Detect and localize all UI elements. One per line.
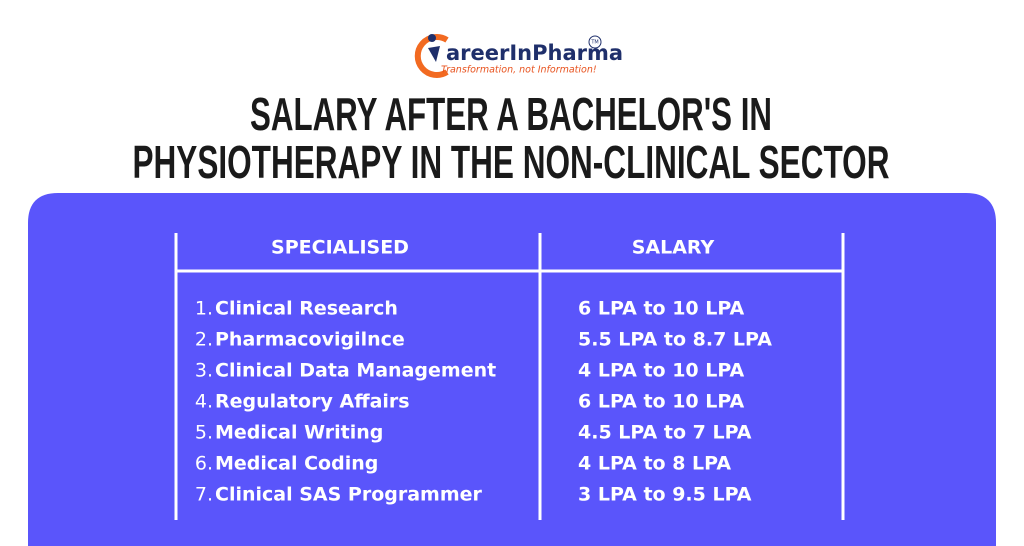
salary: 4 LPA to 8 LPA: [578, 453, 731, 475]
specialisation: Medical Writing: [215, 422, 383, 444]
specialisation: Clinical SAS Programmer: [215, 484, 483, 506]
title-line: PHYSIOTHERAPY IN THE NON-CLINICAL SECTOR: [133, 136, 890, 188]
logo-tagline: Transformation, not Information!: [441, 65, 597, 76]
row-number: 6.: [195, 453, 213, 475]
salary: 6 LPA to 10 LPA: [578, 298, 745, 320]
specialisation: Clinical Data Management: [215, 360, 496, 382]
salary: 3 LPA to 9.5 LPA: [578, 484, 752, 506]
salary: 4.5 LPA to 7 LPA: [578, 422, 752, 444]
row-number: 7.: [195, 484, 213, 506]
table-rows: 1. Clinical Research 6 LPA to 10 LPA 2. Phar…: [195, 298, 772, 506]
specialisation: Pharmacovigilnce: [215, 329, 405, 351]
logo: areerInPharma Transformation, not Inform…: [414, 34, 623, 78]
table-lines: [174, 233, 845, 520]
column-header: SALARY: [632, 237, 715, 259]
salary: 6 LPA to 10 LPA: [578, 391, 745, 413]
salary: 5.5 LPA to 8.7 LPA: [578, 329, 772, 351]
specialisation: Regulatory Affairs: [215, 391, 410, 413]
logo-name: areerInPharma: [446, 41, 623, 65]
row-number: 2.: [195, 329, 213, 351]
row-number: 4.: [195, 391, 213, 413]
row-number: 5.: [195, 422, 213, 444]
specialisation: Medical Coding: [215, 453, 378, 475]
logo-dot: [428, 34, 436, 42]
specialisation: Clinical Research: [215, 298, 398, 320]
salary: 4 LPA to 10 LPA: [578, 360, 745, 382]
panel: [28, 193, 996, 546]
title-line: SALARY AFTER A BACHELOR'S IN: [250, 88, 772, 140]
row-number: 1.: [195, 298, 213, 320]
column-header: SPECIALISED: [271, 237, 409, 259]
tm: TM: [590, 40, 598, 46]
tm-circle: [588, 35, 602, 49]
logo-figure: [428, 46, 440, 62]
logo-c: [414, 34, 449, 78]
row-number: 3.: [195, 360, 213, 382]
